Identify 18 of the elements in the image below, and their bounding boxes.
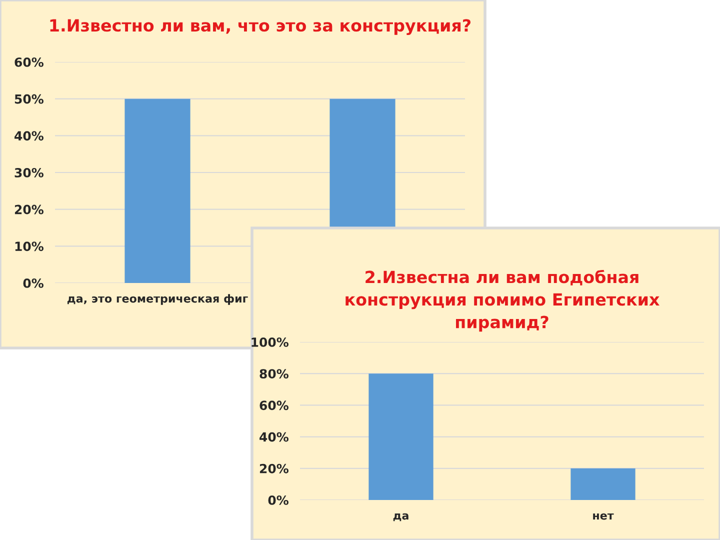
y-tick-label: 50% bbox=[14, 94, 44, 104]
x-tick-label: да, это геометрическая фиг bbox=[67, 294, 248, 305]
y-tick-label: 40% bbox=[260, 432, 288, 442]
y-tick-label: 0% bbox=[23, 278, 44, 288]
y-tick-label: 10% bbox=[15, 242, 44, 252]
x-tick-label: нет bbox=[593, 513, 614, 520]
y-tick-label: 40% bbox=[14, 131, 44, 141]
y-tick-label: 0% bbox=[268, 495, 288, 505]
y-tick-label: 60% bbox=[260, 400, 288, 410]
chart-title: 2.Известна ли вам подобная конструкция помимо Египетских пирамид? bbox=[346, 270, 660, 332]
y-tick-label: 60% bbox=[14, 57, 44, 67]
chart-title: 1.Известно ли вам, что это за конструкция? bbox=[50, 19, 470, 36]
y-tick-label: 20% bbox=[14, 204, 44, 214]
y-tick-label: 20% bbox=[260, 464, 288, 474]
y-tick-label: 100% bbox=[252, 337, 288, 347]
y-tick-label: 80% bbox=[260, 369, 288, 379]
y-tick-label: 30% bbox=[14, 168, 44, 178]
x-tick-label: да bbox=[393, 513, 408, 522]
